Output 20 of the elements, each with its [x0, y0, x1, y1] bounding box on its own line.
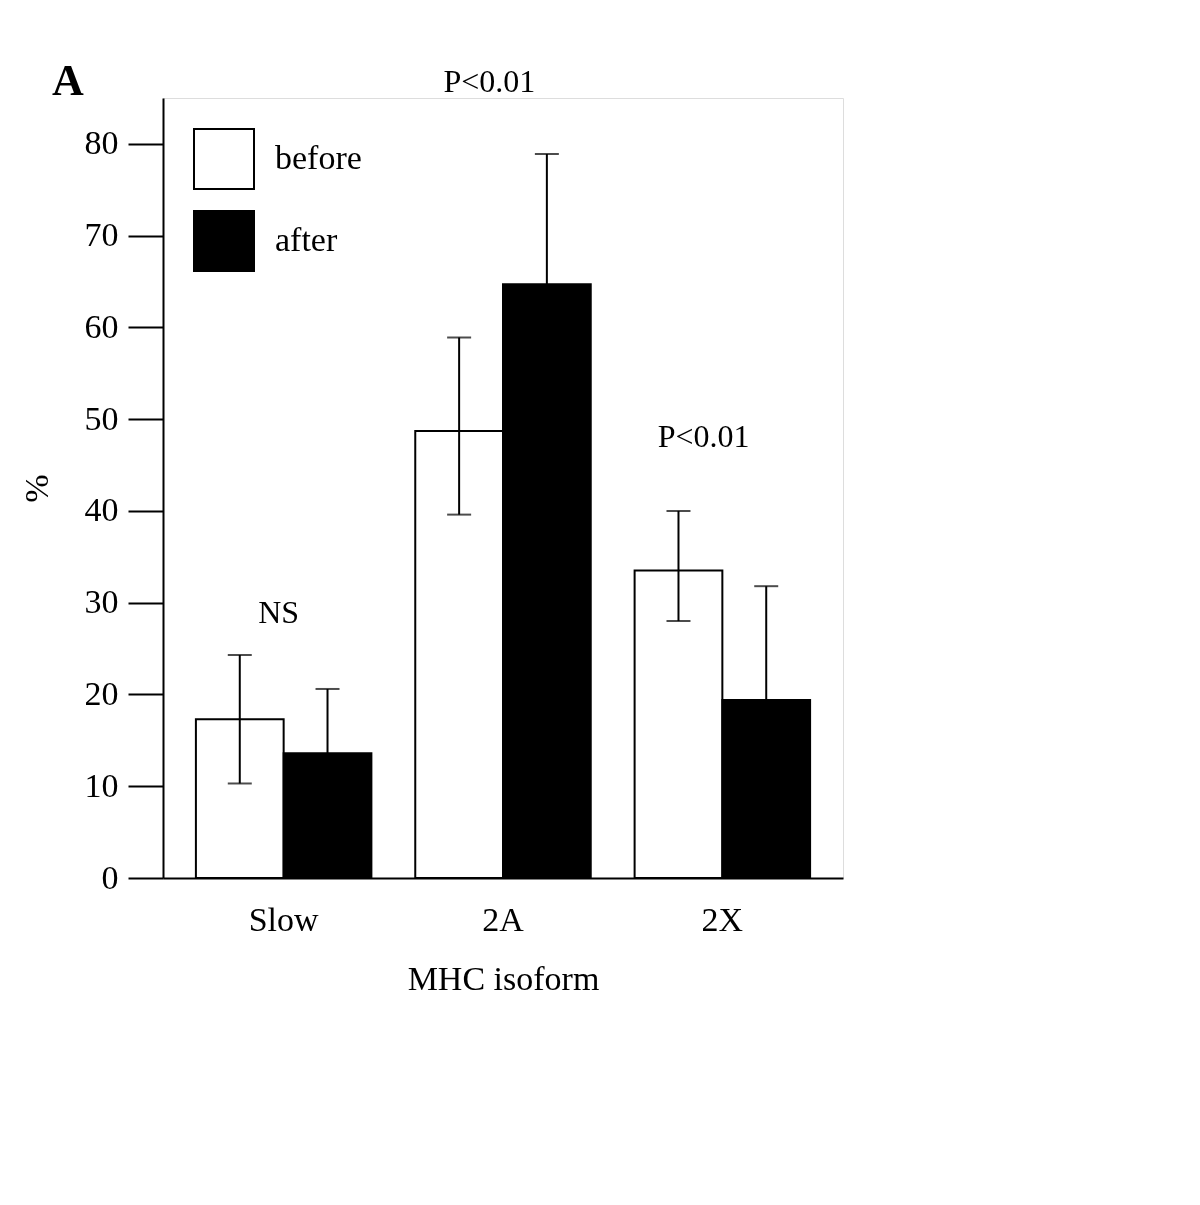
y-tick-label: 30	[84, 583, 119, 621]
y-tick-label: 80	[84, 124, 119, 162]
x-axis-title: MHC isoform	[407, 959, 600, 997]
y-tick-label: 0	[101, 858, 119, 896]
annotation: NS	[258, 593, 300, 630]
y-tick-label: 20	[84, 674, 119, 712]
x-tick-label: 2A	[482, 900, 525, 938]
y-tick-label: 10	[84, 766, 119, 804]
y-tick-label: 40	[84, 491, 119, 529]
y-tick-label: 60	[84, 307, 119, 345]
y-tick-label: 50	[84, 399, 119, 437]
legend-label: after	[275, 221, 338, 258]
annotation: P<0.01	[657, 418, 750, 455]
y-tick-label: 70	[84, 216, 119, 254]
text: A	[51, 56, 84, 106]
x-tick-label: 2X	[701, 900, 744, 938]
annotation: P<0.01	[443, 63, 536, 100]
y-axis-title: %	[17, 474, 55, 503]
legend-label: before	[275, 139, 362, 176]
x-tick-label: Slow	[248, 900, 320, 938]
